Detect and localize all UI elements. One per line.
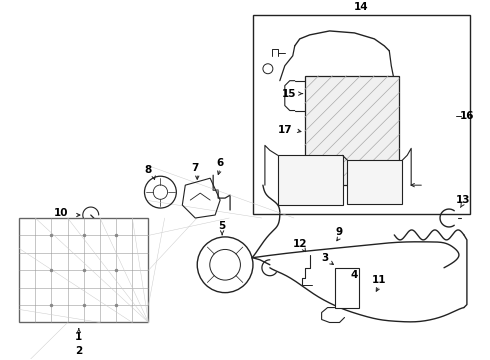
Bar — [19, 218, 148, 323]
Text: 6: 6 — [217, 158, 224, 168]
Bar — [335, 268, 360, 307]
Bar — [253, 15, 470, 214]
Bar — [347, 160, 402, 204]
Text: 13: 13 — [456, 195, 470, 205]
Bar — [278, 155, 343, 205]
Text: 5: 5 — [219, 221, 226, 231]
Text: 1: 1 — [75, 332, 82, 342]
Text: 4: 4 — [351, 270, 358, 280]
Text: 17: 17 — [277, 125, 292, 135]
Text: 16: 16 — [460, 111, 474, 121]
Text: 14: 14 — [354, 2, 369, 12]
Text: 8: 8 — [145, 165, 152, 175]
Text: 10: 10 — [54, 208, 68, 218]
Text: 3: 3 — [321, 253, 328, 263]
Bar — [305, 76, 399, 185]
Text: 11: 11 — [372, 275, 387, 285]
Text: 9: 9 — [336, 227, 343, 237]
Text: 2: 2 — [75, 346, 82, 356]
Text: 12: 12 — [293, 239, 307, 249]
Text: 7: 7 — [192, 163, 199, 173]
Text: 15: 15 — [282, 89, 296, 99]
